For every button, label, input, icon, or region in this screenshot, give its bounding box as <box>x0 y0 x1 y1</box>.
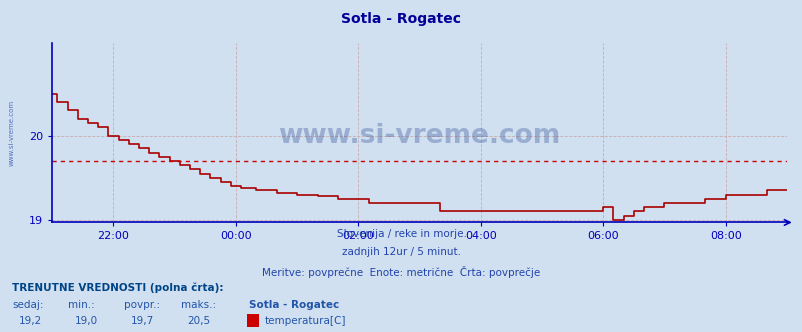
Text: sedaj:: sedaj: <box>12 300 43 310</box>
Text: temperatura[C]: temperatura[C] <box>265 316 346 326</box>
Text: www.si-vreme.com: www.si-vreme.com <box>278 124 560 149</box>
Text: 19,0: 19,0 <box>75 316 98 326</box>
Text: Slovenija / reke in morje.: Slovenija / reke in morje. <box>336 229 466 239</box>
Text: www.si-vreme.com: www.si-vreme.com <box>9 100 14 166</box>
Text: povpr.:: povpr.: <box>124 300 160 310</box>
Text: 19,7: 19,7 <box>131 316 154 326</box>
Text: Sotla - Rogatec: Sotla - Rogatec <box>249 300 338 310</box>
Text: zadnjih 12ur / 5 minut.: zadnjih 12ur / 5 minut. <box>342 247 460 257</box>
Text: 19,2: 19,2 <box>18 316 42 326</box>
Text: 20,5: 20,5 <box>187 316 210 326</box>
Text: Sotla - Rogatec: Sotla - Rogatec <box>341 12 461 26</box>
Text: min.:: min.: <box>68 300 95 310</box>
Text: TRENUTNE VREDNOSTI (polna črta):: TRENUTNE VREDNOSTI (polna črta): <box>12 283 223 293</box>
Text: maks.:: maks.: <box>180 300 216 310</box>
Text: Meritve: povprečne  Enote: metrične  Črta: povprečje: Meritve: povprečne Enote: metrične Črta:… <box>262 266 540 278</box>
